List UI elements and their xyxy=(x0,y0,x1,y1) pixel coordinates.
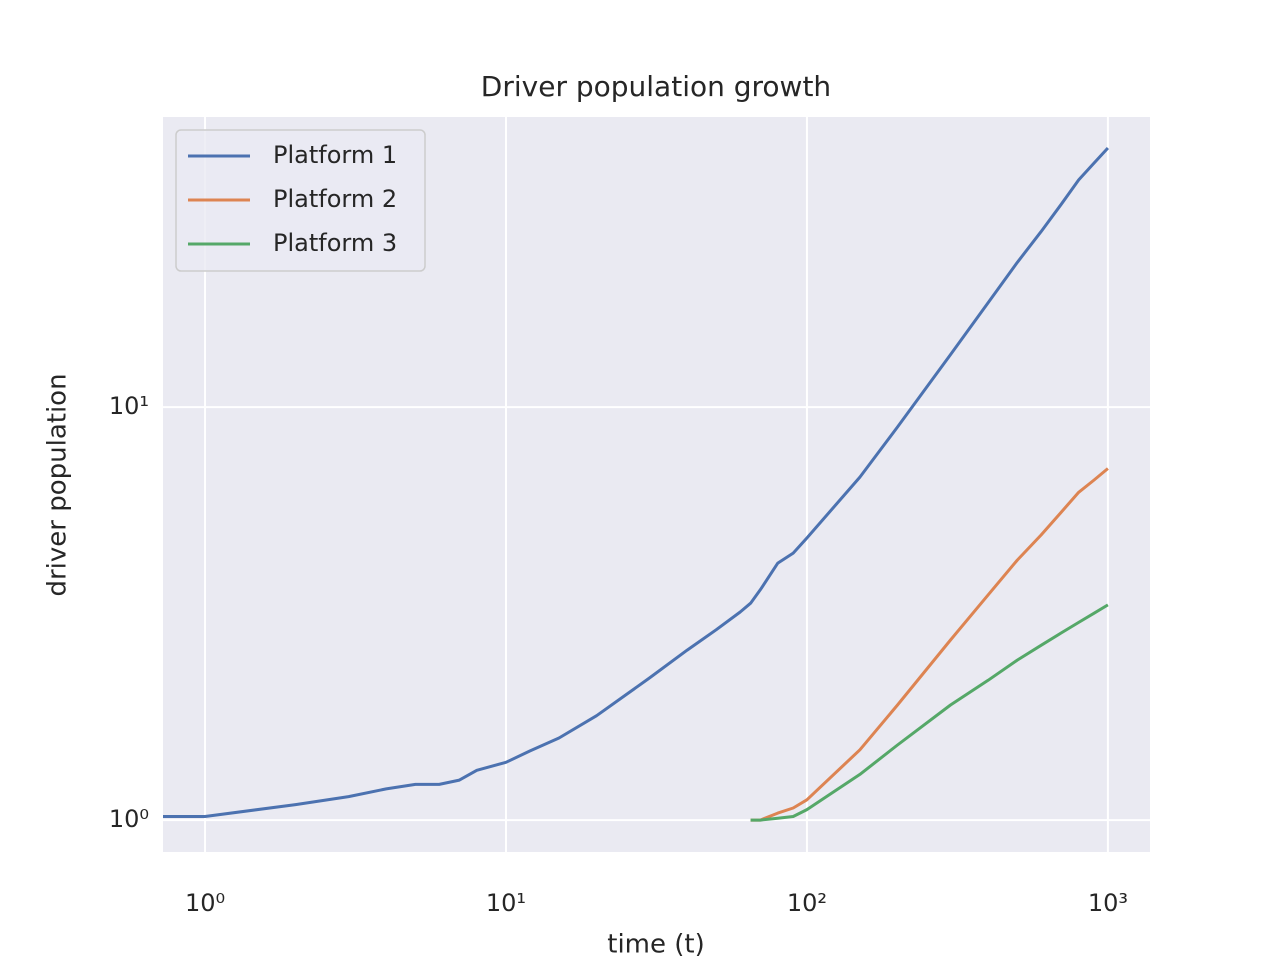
x-tick-label: 10⁰ xyxy=(185,889,225,917)
series-line xyxy=(750,467,1109,822)
series-line xyxy=(163,146,1110,818)
x-tick-label: 10¹ xyxy=(486,889,526,917)
x-tick-label: 10³ xyxy=(1088,889,1128,917)
chart-title: Driver population growth xyxy=(481,70,831,103)
legend-label: Platform 2 xyxy=(273,185,397,213)
y-tick-label: 10⁰ xyxy=(109,805,149,833)
legend-box xyxy=(175,129,426,272)
series-line xyxy=(750,603,1109,822)
lines xyxy=(163,146,1110,822)
x-axis-label: time (t) xyxy=(607,930,705,960)
legend-label: Platform 3 xyxy=(273,229,397,257)
x-tick-label: 10² xyxy=(787,889,827,917)
y-axis-label: driver population xyxy=(43,373,73,596)
legend-label: Platform 1 xyxy=(273,141,397,169)
y-tick-label: 10¹ xyxy=(109,392,149,420)
legend: Platform 1 Platform 2 Platform 3 xyxy=(175,129,426,272)
